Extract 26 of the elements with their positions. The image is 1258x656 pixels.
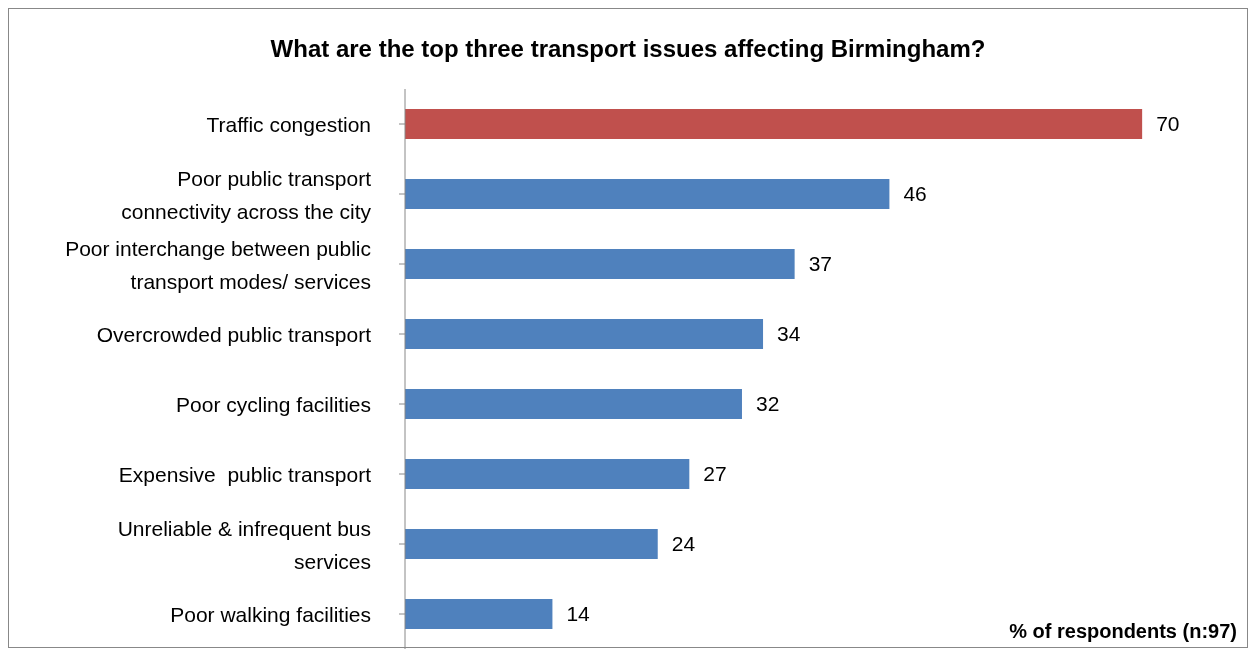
data-label: 32 [755, 392, 780, 416]
y-tick-label: Poor public transport connectivity across the city [121, 166, 372, 222]
data-label: 27 [703, 462, 727, 486]
data-label: 24 [671, 532, 696, 556]
chart-title: What are the top three transport issues affecting Birmingham? [269, 35, 987, 63]
data-label: 46 [903, 182, 927, 206]
x-axis-title: % of respondents (n:97) [1009, 620, 1237, 643]
y-tick-label: Overcrowded public transport [96, 322, 372, 346]
y-tick-label: Expensive public transport [118, 462, 372, 486]
y-tick-label: Poor cycling facilities [176, 392, 371, 416]
bar [405, 459, 690, 489]
y-tick-label: Traffic congestion [206, 112, 371, 136]
bar [405, 109, 1143, 139]
y-tick-label: Poor walking facilities [170, 602, 371, 626]
bar [405, 249, 795, 279]
y-tick-label: Poor interchange between public transport modes/ services [65, 236, 371, 292]
bar [405, 389, 742, 419]
bar [405, 599, 553, 629]
data-label: 37 [808, 252, 832, 276]
data-label: 70 [1156, 112, 1180, 136]
data-label: 34 [777, 322, 801, 346]
bar [405, 529, 658, 559]
y-tick-label: Unreliable & infrequent bus services [117, 516, 371, 572]
data-label: 14 [566, 602, 591, 626]
bar [405, 319, 764, 349]
bar [405, 179, 890, 209]
